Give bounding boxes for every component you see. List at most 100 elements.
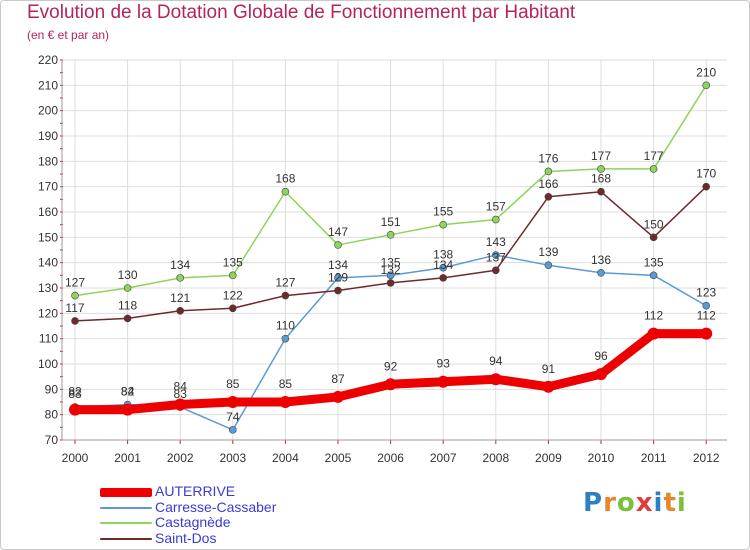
data-point-castagn-de [544, 167, 553, 176]
data-label-carresse-cassaber: 134 [328, 258, 348, 272]
y-tick-label: 110 [39, 332, 58, 346]
legend-label-castagnede: Castagnède [155, 514, 231, 530]
data-label-carresse-cassaber: 123 [696, 286, 716, 300]
data-label-auterrive: 85 [279, 377, 293, 391]
logo-letter: i [676, 488, 687, 518]
data-label-castagn-de: 134 [170, 258, 190, 272]
x-tick-label: 2003 [219, 451, 246, 465]
data-label-carresse-cassaber: 74 [226, 410, 240, 424]
data-point-auterrive [437, 375, 450, 388]
y-tick-label: 190 [38, 129, 58, 143]
y-tick-label: 160 [38, 205, 58, 219]
data-label-carresse-cassaber: 83 [68, 387, 82, 401]
legend-swatch-auterrive [100, 488, 152, 497]
data-label-auterrive: 84 [174, 380, 188, 394]
data-label-saint-dos: 166 [538, 177, 558, 191]
data-point-castagn-de [71, 291, 79, 300]
data-label-saint-dos: 117 [65, 301, 84, 315]
data-label-carresse-cassaber: 110 [276, 319, 295, 333]
x-tick-label: 2001 [114, 451, 141, 465]
logo-letter: t [663, 488, 677, 518]
data-point-auterrive [542, 380, 555, 393]
chart-subtitle: (en € et par an) [27, 28, 110, 42]
data-point-saint-dos [544, 193, 553, 201]
data-point-carresse-cassaber [229, 426, 237, 434]
data-point-castagn-de [386, 231, 395, 239]
x-tick-label: 2009 [535, 451, 562, 465]
x-tick-label: 2012 [693, 451, 720, 465]
data-point-saint-dos [281, 291, 290, 300]
x-tick-label: 2010 [588, 451, 615, 465]
data-label-saint-dos: 118 [118, 298, 137, 312]
data-point-carresse-cassaber [439, 263, 448, 272]
data-label-castagn-de: 127 [65, 276, 85, 290]
legend-label-saint-dos: Saint-Dos [155, 530, 217, 546]
data-label-auterrive: 92 [384, 359, 398, 373]
data-point-auterrive [69, 403, 81, 416]
data-point-castagn-de [649, 165, 658, 173]
x-tick-label: 2008 [482, 451, 509, 465]
data-point-auterrive [279, 396, 292, 408]
data-point-auterrive [489, 373, 502, 386]
y-tick-label: 70 [45, 433, 59, 447]
data-point-auterrive [647, 327, 660, 340]
legend-swatch-carresse-cassaber [100, 507, 152, 509]
y-tick-label: 200 [38, 104, 58, 118]
legend-item-saint-dos: Saint-Dos [100, 530, 360, 547]
x-tick-label: 2006 [377, 451, 404, 465]
data-label-castagn-de: 157 [486, 200, 506, 214]
data-point-carresse-cassaber [386, 271, 395, 280]
x-tick-label: 2002 [167, 451, 194, 465]
data-point-auterrive [332, 390, 344, 403]
data-point-saint-dos [334, 286, 342, 295]
data-point-saint-dos [176, 306, 184, 315]
data-label-carresse-cassaber: 143 [486, 235, 506, 249]
data-point-castagn-de [491, 215, 500, 224]
data-label-castagn-de: 147 [328, 225, 348, 239]
data-point-saint-dos [649, 233, 658, 242]
data-label-auterrive: 85 [226, 377, 240, 391]
legend-swatch-saint-dos [100, 538, 152, 540]
x-tick-label: 2005 [325, 451, 352, 465]
data-label-auterrive: 112 [697, 309, 716, 323]
data-label-auterrive: 87 [331, 372, 345, 386]
data-label-castagn-de: 135 [223, 255, 243, 269]
data-point-castagn-de [439, 220, 448, 229]
data-point-auterrive [226, 396, 239, 408]
data-label-carresse-cassaber: 138 [433, 248, 453, 262]
legend-label-carresse-cassaber: Carresse-Cassaber [155, 499, 277, 515]
logo-letter: i [653, 488, 664, 518]
logo-letter: r [603, 488, 617, 518]
data-point-saint-dos [386, 279, 395, 287]
data-label-auterrive: 91 [542, 362, 556, 376]
data-label-auterrive: 93 [437, 357, 451, 371]
data-label-carresse-cassaber: 139 [538, 245, 558, 259]
data-point-saint-dos [71, 317, 79, 325]
data-point-saint-dos [702, 182, 711, 191]
logo-letter: o [616, 488, 636, 518]
y-tick-label: 220 [38, 53, 58, 67]
data-label-saint-dos: 168 [591, 172, 611, 186]
y-tick-label: 210 [38, 78, 58, 92]
data-point-saint-dos [491, 266, 500, 275]
data-point-saint-dos [597, 187, 605, 196]
data-point-saint-dos [229, 304, 237, 313]
data-label-castagn-de: 130 [118, 268, 138, 282]
data-label-carresse-cassaber: 83 [174, 387, 188, 401]
legend-item-carresse-cassaber: Carresse-Cassaber [100, 499, 360, 516]
chart-title: Evolution de la Dotation Globale de Fonc… [27, 2, 576, 23]
data-point-castagn-de [229, 271, 237, 280]
data-label-castagn-de: 151 [381, 215, 401, 229]
data-point-carresse-cassaber [597, 268, 605, 277]
x-tick-label: 2000 [62, 451, 89, 465]
legend-label-auterrive: AUTERRIVE [155, 483, 236, 499]
data-label-castagn-de: 168 [275, 172, 295, 186]
data-label-castagn-de: 176 [538, 151, 558, 165]
y-tick-label: 140 [38, 256, 58, 270]
y-tick-label: 80 [45, 408, 59, 422]
data-label-saint-dos: 132 [381, 263, 401, 277]
x-tick-label: 2011 [641, 451, 667, 465]
data-label-saint-dos: 121 [170, 291, 190, 305]
data-label-auterrive: 94 [489, 354, 503, 368]
